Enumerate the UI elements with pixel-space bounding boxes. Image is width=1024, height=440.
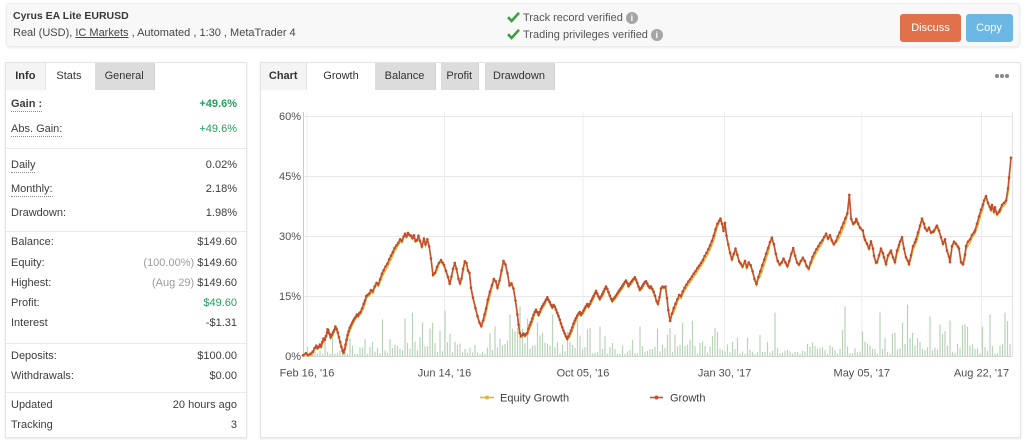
svg-text:Aug 22, '17: Aug 22, '17 bbox=[954, 368, 1009, 380]
svg-text:60%: 60% bbox=[279, 111, 301, 123]
svg-text:Oct 05, '16: Oct 05, '16 bbox=[557, 368, 610, 380]
svg-text:Jun 14, '16: Jun 14, '16 bbox=[418, 368, 471, 380]
svg-text:Equity Growth: Equity Growth bbox=[500, 393, 569, 405]
svg-text:0%: 0% bbox=[285, 351, 301, 363]
svg-text:May 05, '17: May 05, '17 bbox=[834, 368, 891, 380]
svg-text:Growth: Growth bbox=[670, 393, 705, 405]
svg-text:15%: 15% bbox=[279, 291, 301, 303]
svg-text:45%: 45% bbox=[279, 171, 301, 183]
svg-text:Jan 30, '17: Jan 30, '17 bbox=[698, 368, 751, 380]
svg-text:30%: 30% bbox=[279, 231, 301, 243]
svg-text:Feb 16, '16: Feb 16, '16 bbox=[280, 368, 335, 380]
